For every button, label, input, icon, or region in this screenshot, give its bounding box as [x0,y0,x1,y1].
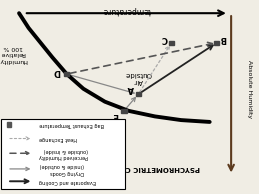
Text: Heat Exchange: Heat Exchange [39,136,77,141]
Text: E: E [113,111,118,120]
Bar [64,72,69,76]
Text: Bag Exhaust Temperature: Bag Exhaust Temperature [39,122,104,127]
Text: B: B [220,34,226,42]
Text: Humidity
Relative
100 %: Humidity Relative 100 % [0,45,27,63]
Text: D: D [54,67,61,76]
Bar [169,41,174,45]
Bar [214,41,219,45]
Text: C: C [161,34,168,42]
Bar [1,119,125,189]
Text: temperature: temperature [102,6,150,15]
Text: Drying Goods
(inside & outside): Drying Goods (inside & outside) [39,163,84,175]
Text: Perceived Humidity
(outside & inside): Perceived Humidity (outside & inside) [39,148,88,159]
Bar [7,122,11,127]
Text: Absolute Humidity: Absolute Humidity [247,60,251,118]
Text: PSYCHROMETRIC CHART: PSYCHROMETRIC CHART [105,165,200,171]
Text: A: A [128,84,134,93]
Bar [135,92,141,96]
Text: Evaporate and Cooling: Evaporate and Cooling [39,179,96,184]
Bar [121,109,127,113]
Text: Air
Outside: Air Outside [125,71,152,84]
